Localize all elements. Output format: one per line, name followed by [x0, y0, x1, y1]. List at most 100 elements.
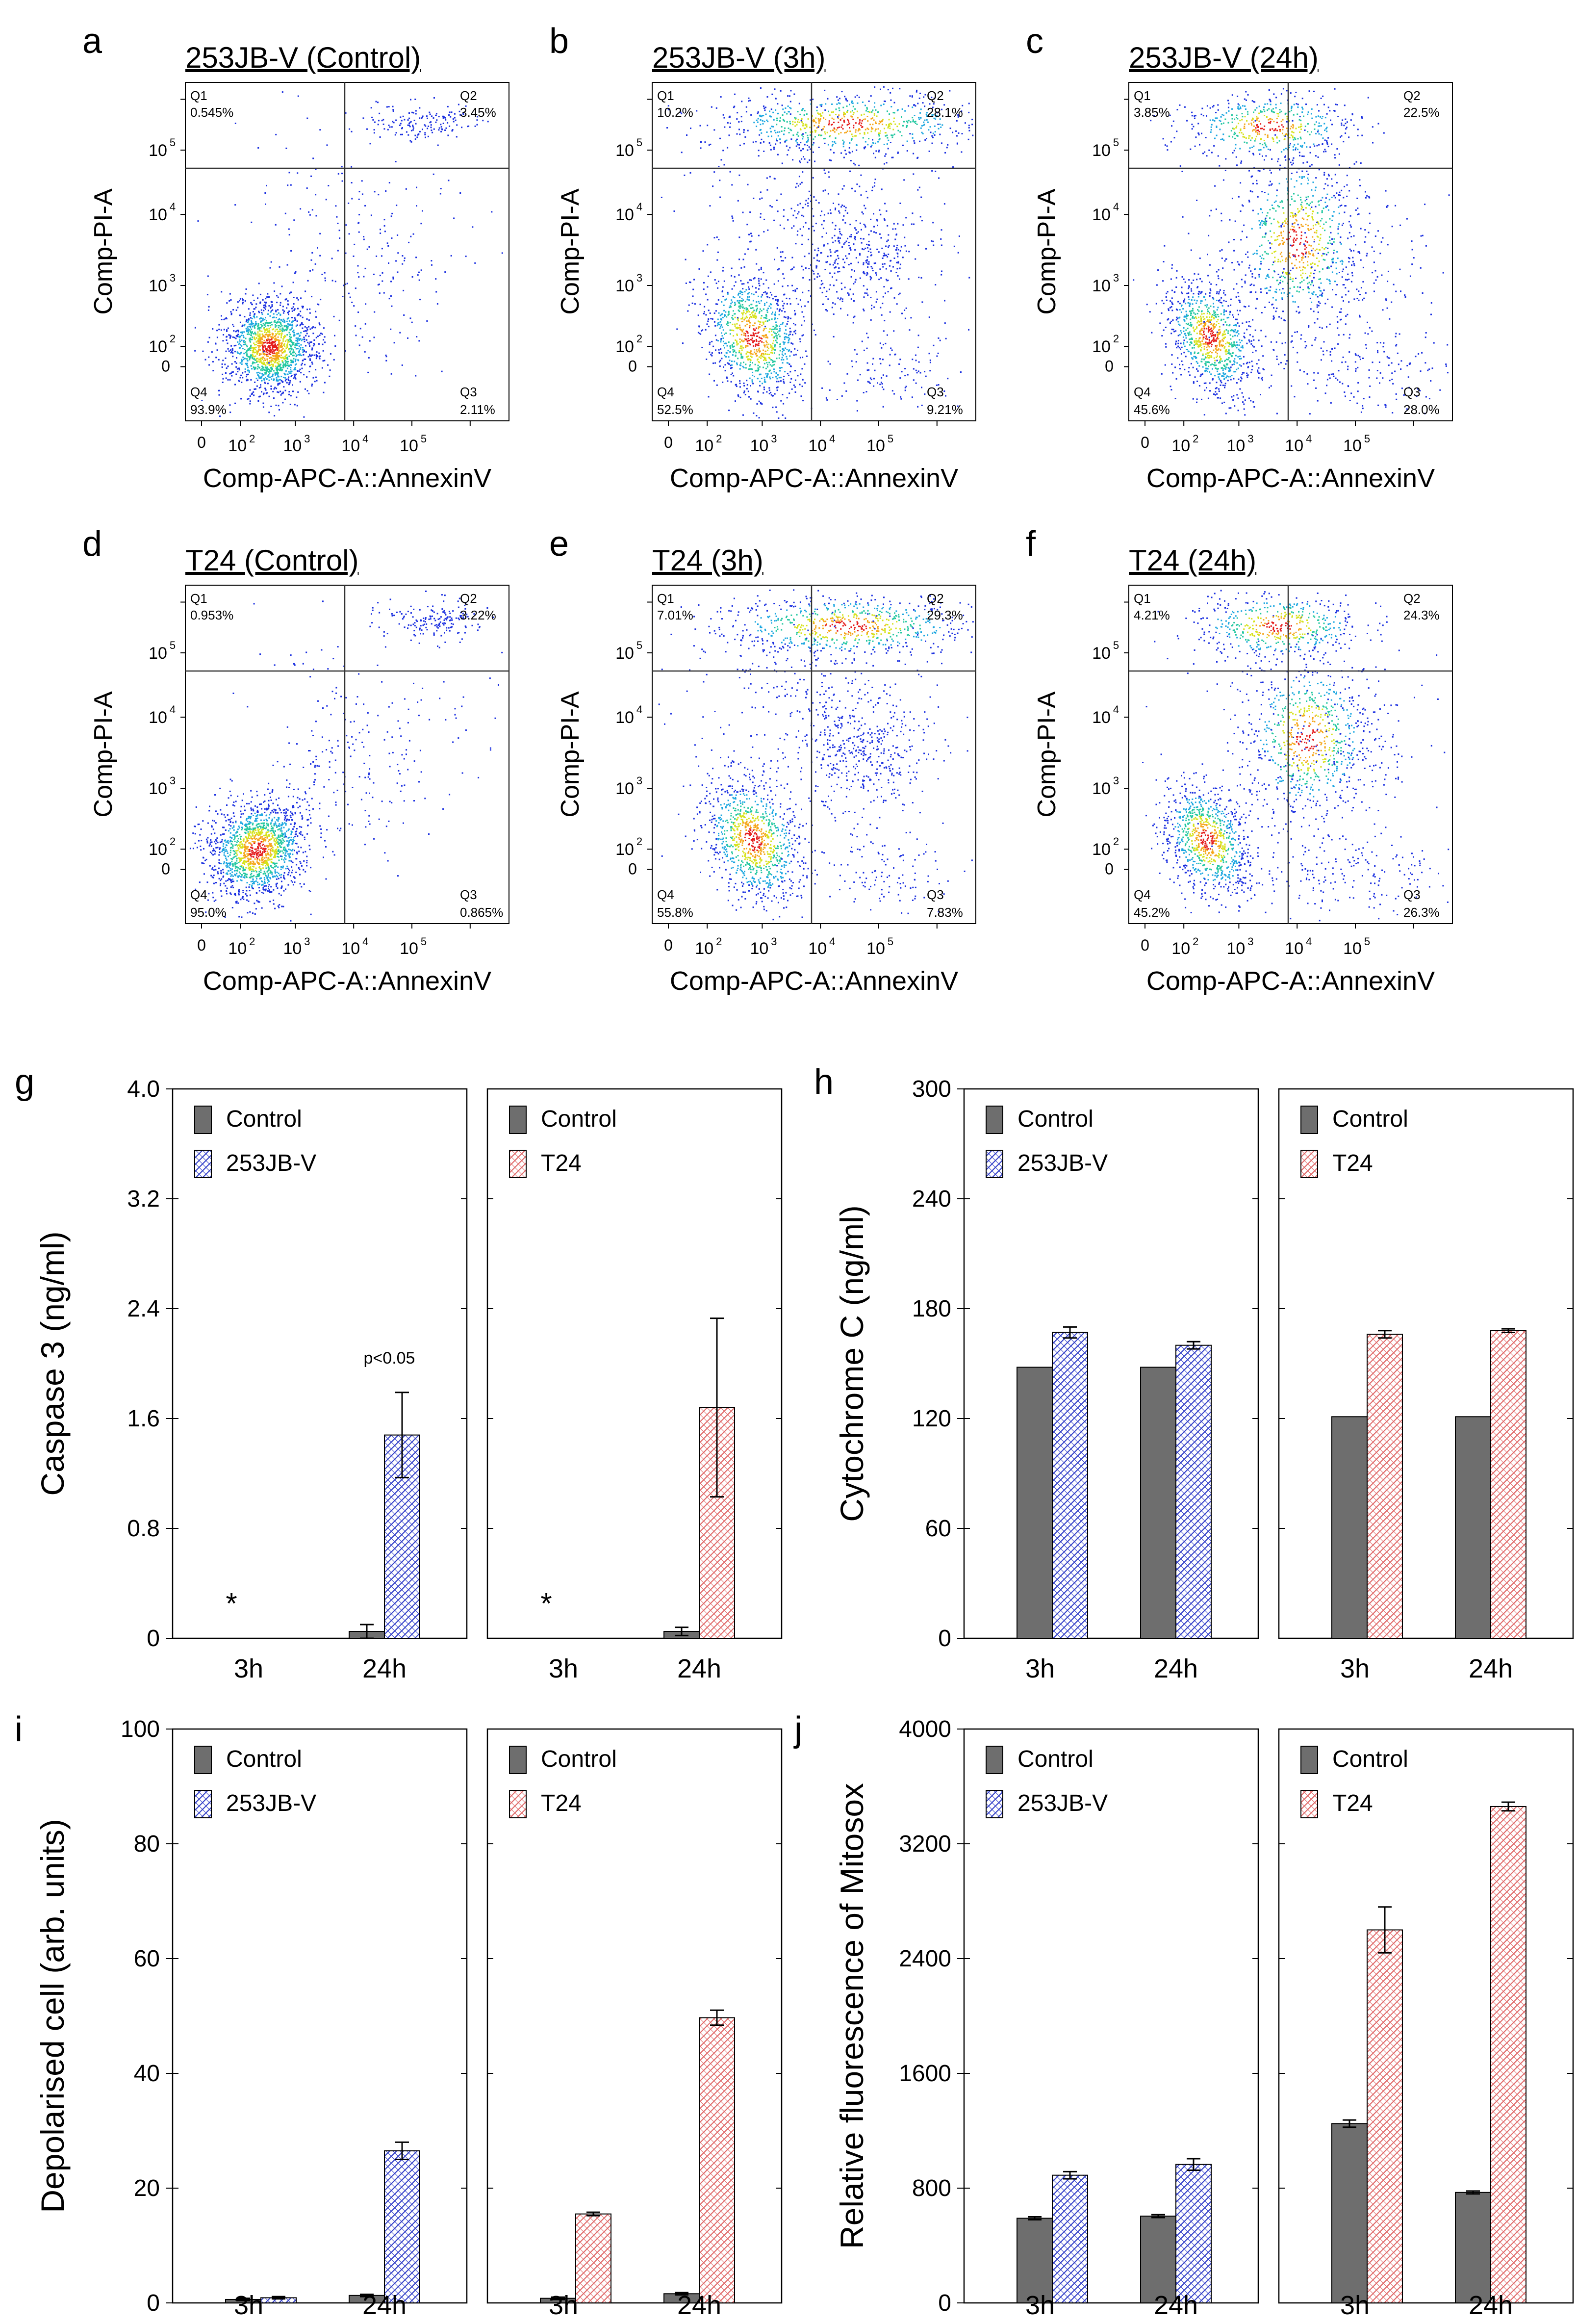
flow-dot — [754, 349, 755, 351]
flow-dot — [804, 128, 806, 129]
flow-dot — [223, 334, 225, 336]
flow-dot — [218, 394, 220, 396]
flow-dot — [883, 144, 885, 145]
flow-dot — [440, 188, 442, 189]
flow-dot — [218, 389, 220, 391]
flow-dot — [283, 330, 285, 332]
flow-dot — [779, 138, 781, 140]
flow-dot — [249, 347, 251, 349]
flow-dot — [274, 387, 276, 388]
flow-dot — [418, 279, 420, 281]
flow-dot — [752, 141, 754, 143]
flow-dot — [1199, 333, 1201, 335]
flow-dot — [766, 336, 768, 338]
flow-dot — [912, 106, 914, 108]
flow-dot — [284, 374, 286, 376]
flow-dot — [280, 302, 281, 304]
flow-dot — [777, 135, 779, 137]
flow-dot — [275, 356, 277, 358]
flow-dot — [838, 107, 840, 109]
flow-dot — [1205, 353, 1207, 355]
flow-dot — [277, 371, 278, 373]
flow-dot — [866, 108, 868, 110]
flow-dot — [246, 355, 248, 357]
flow-dot — [273, 388, 275, 390]
flow-dot — [936, 355, 938, 357]
flow-dot — [771, 294, 773, 296]
flow-dot — [234, 361, 236, 362]
flow-dot — [259, 301, 261, 303]
flow-dot — [430, 121, 432, 123]
flow-dot — [921, 125, 923, 127]
flow-dot — [388, 262, 389, 264]
flow-dot — [277, 370, 278, 372]
flow-dot — [222, 382, 224, 383]
flow-dot — [833, 111, 834, 113]
flow-dot — [309, 365, 311, 367]
flow-dot — [740, 357, 742, 359]
flow-dot — [342, 296, 344, 297]
flow-dot — [968, 277, 970, 279]
flow-dot — [284, 398, 286, 400]
flow-dot — [717, 299, 719, 301]
flow-dot — [811, 323, 813, 325]
flow-dot — [962, 104, 964, 106]
flow-dot — [207, 310, 209, 311]
flow-dot — [237, 371, 239, 373]
flow-dot — [876, 219, 878, 221]
flow-dot — [278, 353, 280, 355]
flow-dot — [759, 303, 761, 304]
flow-dot — [822, 128, 824, 130]
flow-dot — [370, 214, 372, 216]
flow-dot — [957, 116, 959, 118]
flow-dot — [843, 382, 845, 384]
flow-dot — [831, 111, 833, 113]
flow-dot — [739, 383, 741, 385]
flow-dot — [292, 355, 293, 357]
flow-dot — [780, 324, 782, 325]
flow-dot — [392, 121, 394, 123]
flow-dot — [750, 304, 752, 306]
flow-dot — [858, 164, 860, 166]
flow-dot — [758, 150, 760, 152]
flow-dot — [425, 125, 427, 127]
flow-dot — [859, 132, 861, 134]
flow-dot — [741, 357, 743, 359]
flow-dot — [260, 386, 261, 388]
flow-dot — [865, 391, 867, 393]
flow-dot — [692, 295, 694, 297]
flow-dot — [369, 340, 371, 342]
flow-dot — [1211, 335, 1213, 336]
flow-dot — [272, 390, 274, 392]
flow-dot — [246, 379, 248, 381]
flow-dot — [742, 299, 744, 301]
flow-dot — [247, 332, 249, 334]
flow-dot — [1228, 342, 1230, 344]
flow-dot — [815, 117, 817, 119]
flow-dot — [250, 325, 252, 327]
flow-dot — [777, 342, 778, 344]
flow-dot — [1212, 368, 1213, 370]
flow-dot — [280, 346, 281, 348]
flow-dot — [911, 96, 913, 98]
flow-dot — [870, 218, 872, 220]
flow-ylabel: Comp-PI-A — [89, 188, 118, 314]
flow-dot — [846, 130, 848, 132]
flow-dot — [1166, 292, 1168, 294]
flow-dot — [809, 279, 811, 281]
flow-dot — [367, 371, 369, 373]
flow-dot — [770, 149, 772, 151]
flow-dot — [253, 323, 254, 325]
flow-dot — [426, 320, 428, 322]
flow-dot — [731, 275, 733, 277]
flow-dot — [245, 288, 247, 290]
flow-dot — [852, 118, 854, 120]
flow-dot — [249, 400, 251, 402]
flow-dot — [796, 138, 798, 140]
flow-dot — [295, 337, 297, 339]
y-tick-label: 10 — [615, 337, 634, 356]
flow-dot — [264, 334, 266, 336]
flow-dot — [1206, 349, 1208, 351]
flow-dot — [820, 280, 822, 282]
flow-dot — [766, 320, 768, 322]
